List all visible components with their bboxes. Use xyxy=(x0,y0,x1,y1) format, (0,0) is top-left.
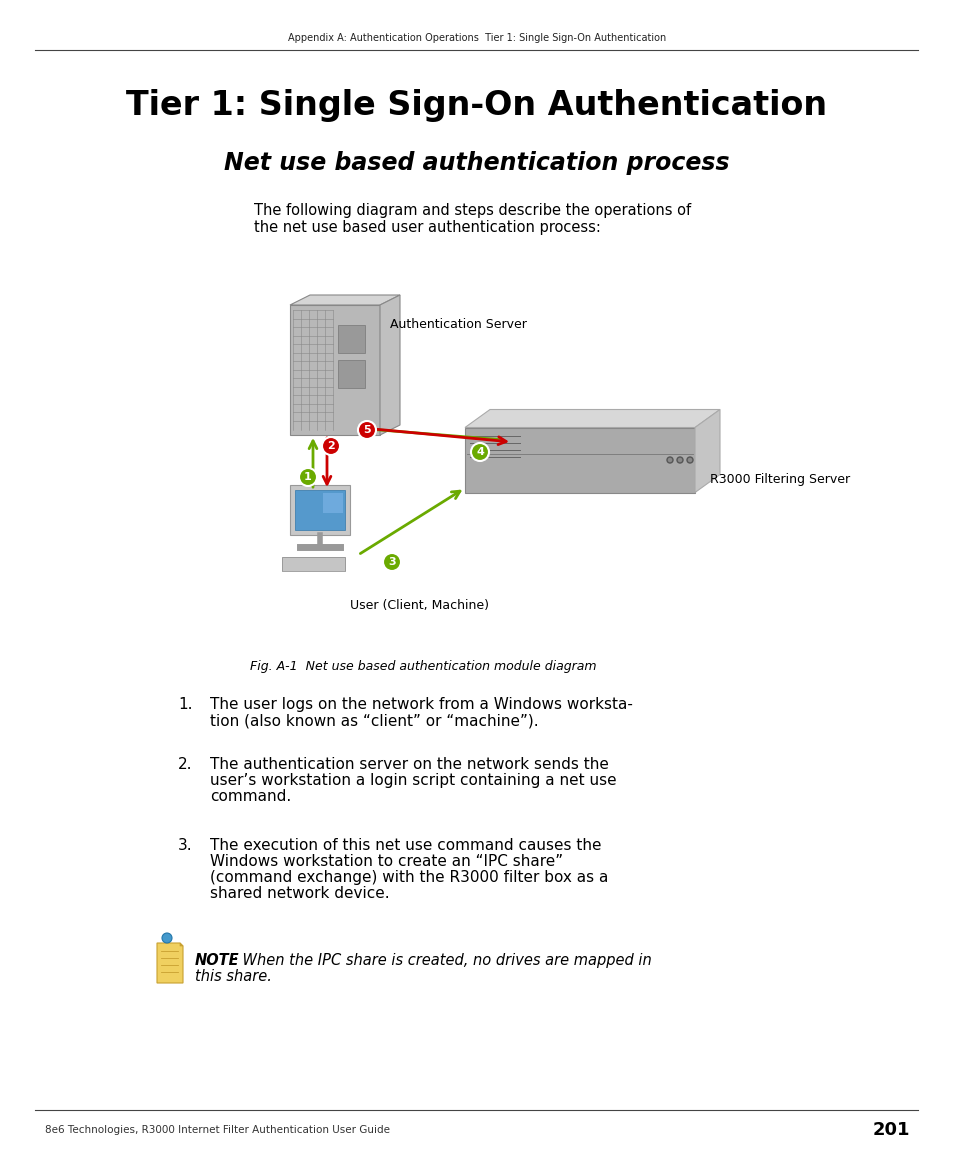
Text: The following diagram and steps describe the operations of: The following diagram and steps describe… xyxy=(253,203,690,218)
Polygon shape xyxy=(464,409,720,428)
Text: Authentication Server: Authentication Server xyxy=(390,319,526,331)
Polygon shape xyxy=(695,409,720,493)
Text: 3: 3 xyxy=(388,557,395,567)
Polygon shape xyxy=(157,943,183,983)
Text: 3.: 3. xyxy=(178,838,193,853)
Text: 2.: 2. xyxy=(178,757,193,772)
Polygon shape xyxy=(464,428,695,493)
Text: 8e6 Technologies, R3000 Internet Filter Authentication User Guide: 8e6 Technologies, R3000 Internet Filter … xyxy=(45,1125,390,1135)
Text: this share.: this share. xyxy=(194,969,272,984)
Polygon shape xyxy=(290,296,399,305)
Text: tion (also known as “client” or “machine”).: tion (also known as “client” or “machine… xyxy=(210,713,538,728)
Text: 201: 201 xyxy=(872,1121,909,1139)
Text: User (Client, Machine): User (Client, Machine) xyxy=(350,598,489,612)
Text: Appendix A: Authentication Operations  Tier 1: Single Sign-On Authentication: Appendix A: Authentication Operations Ti… xyxy=(288,32,665,43)
Text: the net use based user authentication process:: the net use based user authentication pr… xyxy=(253,220,600,235)
Circle shape xyxy=(357,421,375,439)
Circle shape xyxy=(322,437,339,455)
Polygon shape xyxy=(379,296,399,435)
Circle shape xyxy=(382,553,400,571)
Circle shape xyxy=(677,457,682,462)
Polygon shape xyxy=(282,557,345,571)
Text: Tier 1: Single Sign-On Authentication: Tier 1: Single Sign-On Authentication xyxy=(127,88,826,122)
Text: The user logs on the network from a Windows worksta-: The user logs on the network from a Wind… xyxy=(210,697,632,712)
Polygon shape xyxy=(294,490,345,530)
Circle shape xyxy=(162,933,172,943)
Text: Net use based authentication process: Net use based authentication process xyxy=(224,151,729,175)
Circle shape xyxy=(686,457,692,462)
Text: command.: command. xyxy=(210,789,291,804)
Circle shape xyxy=(666,457,672,462)
Polygon shape xyxy=(338,325,365,353)
Text: : When the IPC share is created, no drives are mapped in: : When the IPC share is created, no driv… xyxy=(233,953,651,968)
Polygon shape xyxy=(180,943,183,946)
Text: user’s workstation a login script containing a net use: user’s workstation a login script contai… xyxy=(210,773,616,788)
Circle shape xyxy=(298,468,316,486)
Polygon shape xyxy=(290,305,379,435)
Text: shared network device.: shared network device. xyxy=(210,885,389,901)
Text: The authentication server on the network sends the: The authentication server on the network… xyxy=(210,757,608,772)
Text: Windows workstation to create an “IPC share”: Windows workstation to create an “IPC sh… xyxy=(210,854,562,869)
Text: (command exchange) with the R3000 filter box as a: (command exchange) with the R3000 filter… xyxy=(210,870,608,885)
Polygon shape xyxy=(338,360,365,388)
Text: 1: 1 xyxy=(304,472,312,482)
Text: 4: 4 xyxy=(476,447,483,457)
Text: Fig. A-1  Net use based authentication module diagram: Fig. A-1 Net use based authentication mo… xyxy=(250,659,596,673)
Polygon shape xyxy=(290,484,350,535)
Text: R3000 Filtering Server: R3000 Filtering Server xyxy=(709,474,849,487)
Text: 2: 2 xyxy=(327,442,335,451)
Text: The execution of this net use command causes the: The execution of this net use command ca… xyxy=(210,838,601,853)
Text: 1.: 1. xyxy=(178,697,193,712)
Text: NOTE: NOTE xyxy=(194,953,239,968)
Circle shape xyxy=(471,443,489,461)
Text: 5: 5 xyxy=(363,425,371,435)
Polygon shape xyxy=(323,493,343,513)
